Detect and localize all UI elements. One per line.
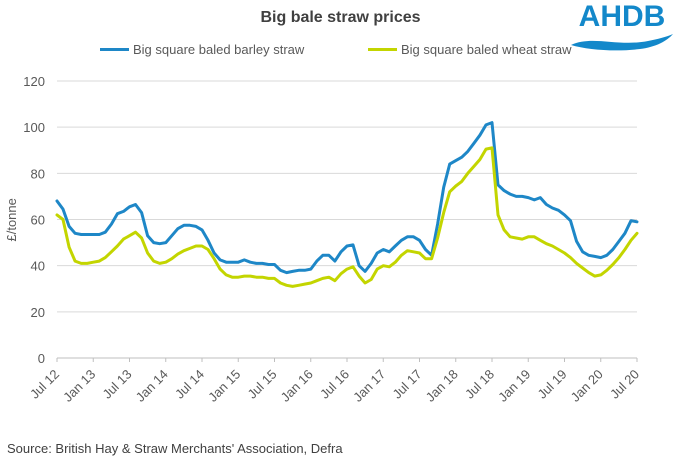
ahdb-logo-text: AHDB [578,0,666,33]
y-axis-title: £/tonne [4,198,19,241]
x-tick-label-Jan-17: Jan 17 [350,367,388,405]
legend-label-barley-straw: Big square baled barley straw [133,41,305,57]
x-tick-label-Jul-12: Jul 12 [27,367,62,402]
ahdb-wave-icon [571,34,673,51]
x-tick-label-Jan-19: Jan 19 [495,367,533,405]
x-tick-label-Jul-14: Jul 14 [172,367,207,402]
x-tick-label-Jan-18: Jan 18 [423,367,461,405]
y-tick-label-100: 100 [23,120,45,135]
series-line-barley [55,121,639,275]
x-tick-label-Jul-19: Jul 19 [534,367,569,402]
x-tick-label-Jul-15: Jul 15 [244,367,279,402]
ahdb-logo: AHDB [567,2,677,54]
x-tick-label-Jan-13: Jan 13 [60,367,98,405]
legend-item-barley-straw: Big square baled barley straw [100,40,304,58]
legend: Big square baled barley straw Big square… [0,40,681,58]
source-attribution: Source: British Hay & Straw Merchants' A… [7,441,343,456]
y-tick-label-20: 20 [31,305,45,320]
x-tick-label-Jul-16: Jul 16 [317,367,352,402]
x-tick-label-Jul-17: Jul 17 [389,367,424,402]
x-tick-label-Jan-16: Jan 16 [278,367,316,405]
x-tick-label-Jul-13: Jul 13 [99,367,134,402]
x-tick-label-Jan-15: Jan 15 [205,367,243,405]
y-tick-label-80: 80 [31,166,45,181]
legend-item-wheat-straw: Big square baled wheat straw [368,40,572,58]
x-tick-label-Jul-18: Jul 18 [462,367,497,402]
y-tick-label-60: 60 [31,213,45,228]
y-tick-label-40: 40 [31,259,45,274]
legend-label-wheat-straw: Big square baled wheat straw [401,41,572,57]
x-tick-label-Jan-14: Jan 14 [133,367,171,405]
y-tick-label-120: 120 [23,74,45,89]
series-line-wheat [55,146,639,288]
wheat-series-swatch-icon [368,47,397,51]
x-tick-label-Jan-20: Jan 20 [568,367,606,405]
y-tick-label-0: 0 [38,351,45,366]
x-tick-label-Jul-20: Jul 20 [607,367,642,402]
chart-title: Big bale straw prices [260,9,421,26]
barley-series-swatch-icon [100,47,129,51]
